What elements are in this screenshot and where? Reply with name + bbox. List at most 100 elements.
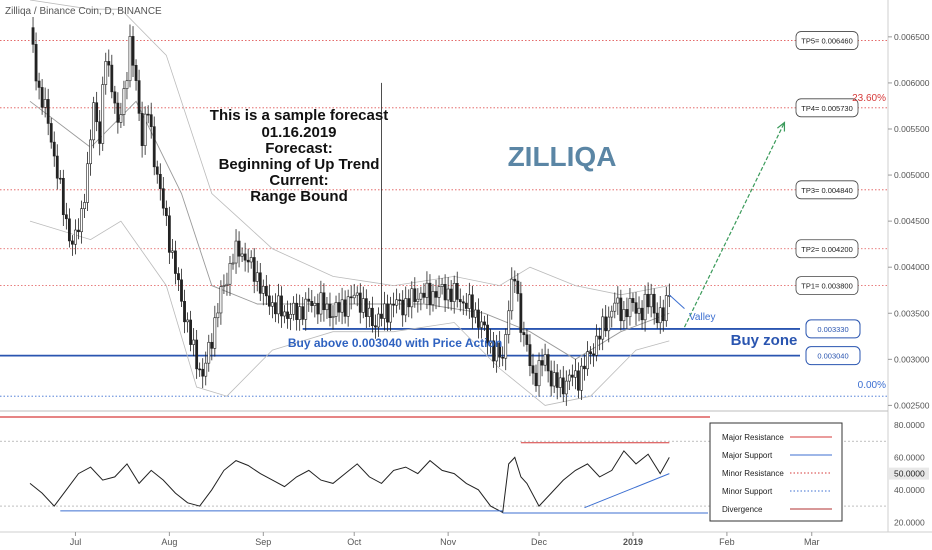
candle-body — [213, 317, 217, 349]
candle-body — [246, 259, 250, 263]
candle-body — [595, 335, 599, 356]
candle-body — [525, 334, 529, 345]
candle-body — [292, 302, 296, 315]
candle-body — [140, 113, 144, 146]
target-label: TP1= 0.003800 — [801, 282, 853, 291]
candle-body — [501, 356, 505, 359]
target-label-box — [795, 31, 859, 50]
candle-body — [219, 286, 223, 314]
candle-body — [316, 302, 320, 315]
rsi-tick-label: 40.0000 — [894, 485, 925, 495]
candle-body — [328, 303, 332, 319]
candle-body — [425, 282, 429, 298]
candle-body — [301, 306, 305, 320]
candle-body — [40, 87, 44, 108]
candle-body — [86, 163, 89, 203]
candle-body — [277, 295, 280, 315]
candle-body — [570, 374, 574, 378]
candle-body — [510, 278, 514, 312]
candle-body — [655, 312, 659, 324]
candle-body — [349, 296, 353, 299]
candle-body — [470, 294, 474, 318]
candle-body — [240, 253, 244, 257]
candle-body — [164, 207, 168, 217]
candle-body — [543, 354, 547, 366]
buy-note: Buy above 0.003040 with Price Action — [288, 336, 502, 350]
candle-body — [286, 311, 289, 319]
forecast-line-4: Beginning of Up Trend — [219, 156, 380, 173]
candle-body — [355, 292, 359, 296]
legend-label: Major Resistance — [722, 433, 784, 442]
candle-body — [92, 102, 96, 141]
candle-body — [464, 302, 468, 309]
candle-body — [658, 307, 662, 324]
candle-body — [146, 113, 150, 116]
price-tick-label: 0.004000 — [894, 262, 930, 272]
candle-body — [270, 302, 274, 307]
candle-body — [401, 299, 405, 316]
candle-body — [237, 240, 241, 257]
candle-body — [437, 286, 441, 298]
candle-body — [549, 370, 553, 387]
candle-body — [586, 351, 589, 370]
candle-body — [546, 354, 550, 372]
candle-body — [404, 298, 408, 316]
candle-body — [52, 141, 56, 157]
candle-body — [552, 372, 556, 387]
candle-body — [622, 309, 626, 322]
candle-body — [416, 298, 420, 302]
candle-body — [592, 353, 595, 356]
candle-body — [261, 285, 265, 294]
candle-body — [283, 311, 286, 317]
candle-body — [580, 365, 583, 391]
target-label: TP4= 0.005730 — [801, 104, 853, 113]
candle-body — [389, 303, 392, 323]
candle-body — [613, 302, 617, 312]
time-tick-label: Mar — [804, 537, 820, 547]
candle-body — [507, 310, 511, 335]
candle-body — [149, 114, 153, 127]
fib-bottom-label: 0.00% — [858, 380, 886, 391]
candle-body — [474, 309, 477, 318]
candle-body — [410, 288, 414, 308]
candle-body — [186, 319, 189, 323]
candle-body — [119, 114, 123, 123]
price-tick-label: 0.003500 — [894, 308, 930, 318]
candle-body — [516, 280, 520, 294]
watermark-zilliqa: ZILLIQA — [508, 141, 617, 172]
candle-body — [189, 319, 192, 345]
candle-body — [295, 302, 299, 320]
candle-body — [616, 297, 620, 304]
candle-body — [495, 342, 499, 362]
candle-body — [67, 218, 71, 242]
candle-body — [486, 324, 489, 344]
candle-body — [61, 178, 65, 216]
candle-body — [361, 298, 365, 313]
candle-body — [374, 325, 377, 328]
candle-body — [180, 279, 183, 302]
target-label: TP3= 0.004840 — [801, 186, 853, 195]
price-tick-label: 0.002500 — [894, 400, 930, 410]
candle-body — [125, 80, 129, 89]
candle-body — [504, 334, 508, 359]
forecast-text: This is a sample forecast 01.16.2019 For… — [210, 107, 388, 205]
candle-body — [537, 360, 541, 387]
price-tick-label: 0.006000 — [894, 78, 930, 88]
target-label-box — [795, 276, 859, 296]
upper-band — [29, 0, 670, 296]
candle-body — [310, 301, 314, 306]
candle-body — [377, 313, 380, 328]
candle-body — [367, 307, 371, 317]
candle-body — [289, 313, 292, 319]
candle-body — [252, 257, 256, 282]
candle-body — [152, 126, 156, 168]
forecast-arrow-line — [683, 122, 786, 328]
candle-body — [49, 123, 53, 143]
candle-body — [31, 27, 35, 45]
price-tick-label: 0.006500 — [894, 32, 930, 42]
candle-body — [183, 300, 186, 323]
candle-body — [407, 298, 411, 308]
candle-body — [43, 99, 47, 108]
candle-body — [158, 173, 162, 189]
symbol-title: Zilliqa / Binance Coin, D, BINANCE — [5, 6, 162, 17]
